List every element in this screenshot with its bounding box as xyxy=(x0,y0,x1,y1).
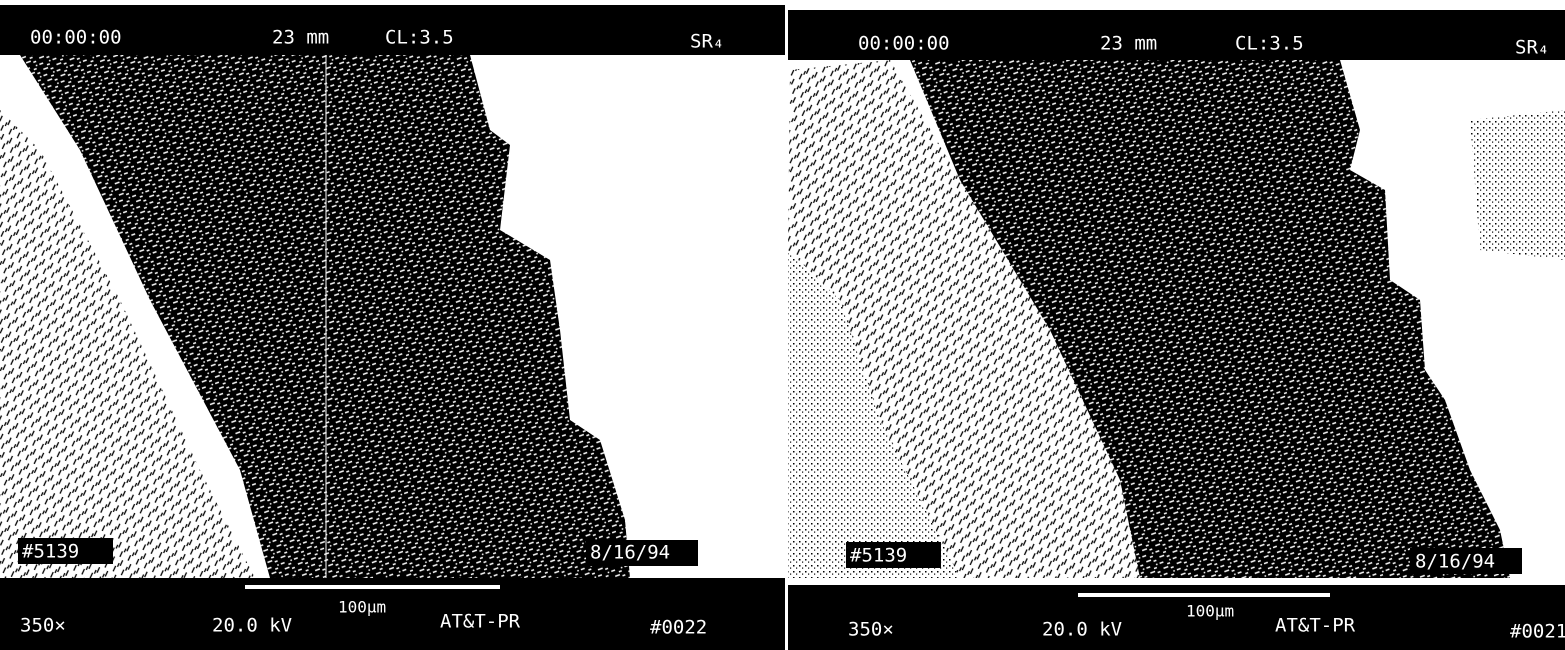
date: 8/16/94 xyxy=(1415,551,1495,573)
mode: SR₄ xyxy=(1515,37,1549,59)
cl: CL:3.5 xyxy=(385,27,454,49)
scale: 100μm xyxy=(338,598,386,617)
panel: 00:00:00 23 mm CL:3.5 SR₄ #5139 8/16/94 … xyxy=(788,10,1565,650)
magnification: 350× xyxy=(848,619,894,641)
working-distance: 23 mm xyxy=(1100,33,1157,55)
cl: CL:3.5 xyxy=(1235,33,1304,55)
magnification: 350× xyxy=(20,615,66,637)
specimen-id: #5139 xyxy=(850,545,907,567)
image-number: #0022 xyxy=(650,617,707,639)
specimen-id: #5139 xyxy=(22,541,79,563)
panel: 00:00:00 23 mm CL:3.5 SR₄ #5139 8/16/94 … xyxy=(0,0,785,650)
mode: SR₄ xyxy=(690,31,724,53)
voltage: 20.0 kV xyxy=(212,615,292,637)
time: 00:00:00 xyxy=(858,33,950,55)
voltage: 20.0 kV xyxy=(1042,619,1122,641)
working-distance: 23 mm xyxy=(272,27,329,49)
image-number: #0021 xyxy=(1510,621,1565,643)
lab: AT&T-PR xyxy=(440,611,521,633)
sem-micrographs: 00:00:00 23 mm CL:3.5 SR₄ #5139 8/16/94 … xyxy=(0,0,1565,650)
scale: 100μm xyxy=(1186,602,1234,621)
time: 00:00:00 xyxy=(30,27,122,49)
date: 8/16/94 xyxy=(590,542,670,564)
debris xyxy=(1470,110,1565,260)
lab: AT&T-PR xyxy=(1275,615,1356,637)
